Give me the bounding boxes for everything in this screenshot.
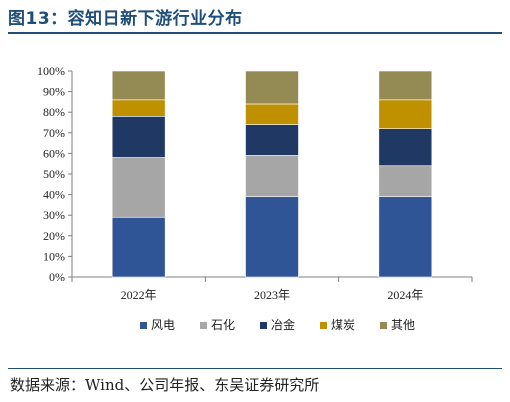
y-tick-label: 100% [37, 64, 65, 78]
y-tick-label: 60% [43, 146, 65, 160]
y-tick-label: 20% [43, 229, 65, 243]
bar-segment [111, 99, 166, 117]
legend-swatch [140, 322, 147, 329]
title-rule [8, 32, 502, 34]
bar-segment [245, 196, 299, 278]
bar-segment [378, 128, 433, 167]
bar-segment [111, 157, 166, 218]
y-tick-label: 80% [43, 105, 65, 119]
x-tick-label: 2024年 [387, 288, 423, 302]
legend-label: 石化 [211, 318, 235, 332]
bar-segment [245, 70, 299, 105]
x-tick-label: 2022年 [121, 288, 157, 302]
y-tick-label: 40% [43, 188, 65, 202]
legend-swatch [320, 322, 327, 329]
source-note: 数据来源：Wind、公司年报、东吴证券研究所 [10, 376, 320, 394]
legend-label: 风电 [151, 318, 175, 332]
source-rule [8, 368, 502, 369]
legend-label: 冶金 [271, 317, 295, 332]
y-tick-label: 50% [43, 167, 65, 181]
bar-segment [111, 116, 166, 158]
chart-title: 图13：容知日新下游行业分布 [8, 9, 243, 29]
bar-segment [378, 99, 433, 129]
bar-segment [378, 196, 433, 278]
bar-segment [245, 103, 299, 125]
y-tick-label: 30% [43, 208, 65, 222]
bar-segment [245, 124, 299, 156]
y-tick-label: 0% [49, 270, 65, 284]
y-tick-label: 90% [43, 85, 65, 99]
legend-swatch [380, 322, 387, 329]
bar-segment [378, 165, 433, 197]
y-tick-label: 10% [43, 249, 65, 263]
bar-segment [245, 155, 299, 197]
bar-segment [378, 70, 433, 101]
legend-swatch [260, 322, 267, 329]
legend-swatch [200, 322, 207, 329]
legend-label: 煤炭 [331, 318, 355, 332]
y-tick-label: 70% [43, 126, 65, 140]
bar-segment [111, 216, 166, 278]
bar-segment [111, 70, 166, 101]
x-tick-label: 2023年 [254, 288, 290, 302]
legend-label: 其他 [391, 318, 415, 332]
